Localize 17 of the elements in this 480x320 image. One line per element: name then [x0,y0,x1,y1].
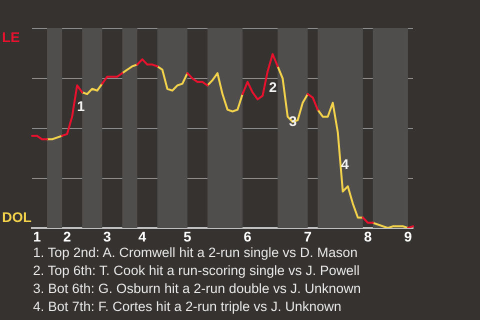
x-tick-label: 1 [33,228,42,244]
x-tick-label: 2 [63,228,72,244]
annotation: 1 [77,98,85,114]
annotation: 2 [269,79,277,95]
text: 1. Top 2nd: A. Cromwell hit a 2-run single vs D. Mason [33,244,359,262]
text: LE [2,28,20,45]
x-tick-label: 7 [304,228,312,244]
text: 4. Bot 7th: F. Cortes hit a 2-run triple vs J. Unknown [33,298,342,316]
x-tick-label: 5 [184,228,192,244]
x-tick-label: 6 [244,228,252,244]
x-tick-label: 4 [138,228,146,244]
x-tick-label: 3 [103,228,112,244]
x-tick-label: 8 [364,228,372,244]
text: 2. Top 6th: T. Cook hit a run-scoring single vs J. Powell [33,262,361,280]
text: DOL [2,208,32,225]
x-tick-label: 9 [404,228,412,244]
text: 3. Bot 6th: G. Osburn hit a 2-run double vs J. Unknown [33,280,361,298]
